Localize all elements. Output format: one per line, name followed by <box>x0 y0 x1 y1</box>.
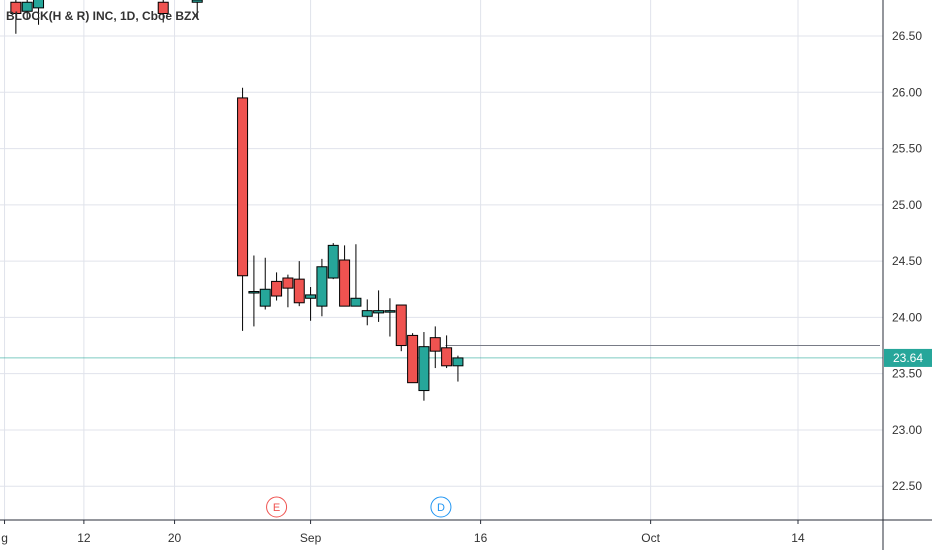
candle-body[interactable] <box>327 244 339 279</box>
candle-body[interactable] <box>339 259 351 307</box>
candle-body[interactable] <box>407 334 419 384</box>
x-tick-label: 12 <box>77 531 91 545</box>
y-tick-label: 25.00 <box>892 198 922 212</box>
candle-body[interactable] <box>21 1 33 12</box>
event-marker[interactable]: E <box>266 496 288 518</box>
candle-body[interactable] <box>429 337 441 352</box>
candle[interactable] <box>305 287 317 321</box>
candle-body[interactable] <box>282 277 294 289</box>
y-tick-label: 23.50 <box>892 367 922 381</box>
candle[interactable] <box>407 333 419 384</box>
candle[interactable] <box>21 0 33 20</box>
last-price-tag-background <box>884 348 932 367</box>
candle[interactable] <box>339 245 351 307</box>
y-tick-label: 24.50 <box>892 254 922 268</box>
y-tick-label: 23.00 <box>892 423 922 437</box>
x-tick-label: 20 <box>168 531 182 545</box>
event-marker-label: D <box>437 502 445 514</box>
candle-body[interactable] <box>293 278 305 304</box>
candle-body[interactable] <box>441 347 453 367</box>
x-tick-label: 16 <box>474 531 488 545</box>
chart-title: BLOCK(H & R) INC, 1D, Cboe BZX <box>6 9 199 23</box>
candle[interactable] <box>384 298 396 337</box>
candle-body[interactable] <box>350 297 362 307</box>
candle[interactable] <box>259 257 271 310</box>
last-price-tag: 23.64 <box>884 348 932 367</box>
candle[interactable] <box>271 272 283 301</box>
candle[interactable] <box>293 261 305 307</box>
candle[interactable] <box>429 326 441 369</box>
x-tick-label: Oct <box>641 531 660 545</box>
event-marker[interactable]: D <box>430 496 452 518</box>
y-tick-label: 26.00 <box>892 85 922 99</box>
y-tick-label: 22.50 <box>892 479 922 493</box>
candle[interactable] <box>316 258 328 317</box>
candle-body[interactable] <box>259 288 271 307</box>
candle-body[interactable] <box>373 310 385 314</box>
candle[interactable] <box>33 0 45 25</box>
candle-body[interactable] <box>316 266 328 307</box>
x-tick-label: Sep <box>300 531 322 545</box>
candle[interactable] <box>361 299 373 326</box>
y-tick-label: 24.00 <box>892 310 922 324</box>
candle-body[interactable] <box>191 0 203 3</box>
candle-body[interactable] <box>33 0 45 9</box>
price-axis[interactable]: 22.50 23.00 23.50 24.00 24.50 25.00 25.50 26.00… <box>892 29 922 493</box>
candle-layer[interactable] <box>10 0 464 401</box>
candle-body[interactable] <box>305 294 317 299</box>
candle[interactable] <box>441 335 453 369</box>
candle-body[interactable] <box>384 310 396 313</box>
candle-body[interactable] <box>395 304 407 347</box>
y-tick-label: 25.50 <box>892 142 922 156</box>
x-tick-label: g <box>1 531 8 545</box>
candle-body[interactable] <box>237 97 249 277</box>
grid-layer <box>0 0 883 520</box>
candle-body[interactable] <box>248 291 260 294</box>
candle[interactable] <box>327 243 339 280</box>
candle[interactable] <box>373 290 385 322</box>
candle-body[interactable] <box>361 310 373 317</box>
candle[interactable] <box>418 332 430 401</box>
candle-body[interactable] <box>157 1 169 15</box>
candle[interactable] <box>452 355 464 382</box>
candle-body[interactable] <box>271 280 283 297</box>
event-marker-label: E <box>273 502 280 514</box>
candle[interactable] <box>282 274 294 308</box>
candle-body[interactable] <box>418 346 430 392</box>
candle-body[interactable] <box>10 1 22 15</box>
candle[interactable] <box>248 255 260 327</box>
candle[interactable] <box>350 244 362 307</box>
candle[interactable] <box>395 304 407 352</box>
y-tick-label: 26.50 <box>892 29 922 43</box>
event-marker-circle[interactable] <box>430 496 452 518</box>
candle[interactable] <box>157 0 169 23</box>
last-price-tag-label: 23.64 <box>893 351 923 365</box>
time-axis[interactable]: g 12 20 Sep 16 Oct 14 <box>1 520 805 545</box>
x-tick-label: 14 <box>791 531 805 545</box>
candle[interactable] <box>191 0 203 20</box>
event-marker-circle[interactable] <box>266 496 288 518</box>
candle[interactable] <box>10 0 22 34</box>
candle[interactable] <box>237 87 249 331</box>
candle-body[interactable] <box>452 357 464 367</box>
